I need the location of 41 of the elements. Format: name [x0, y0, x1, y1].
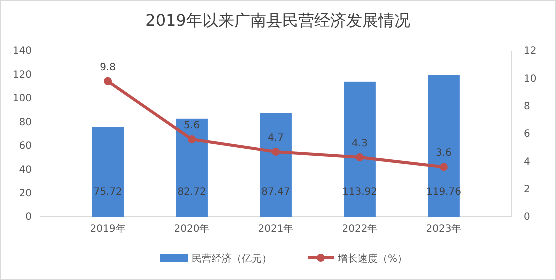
y-tick-label: 0 [26, 212, 32, 224]
point [356, 154, 364, 162]
x-tick-label: 2019年 [90, 223, 126, 235]
y2-tick-label: 0 [524, 212, 530, 224]
data-label: 87.47 [262, 187, 290, 198]
y2-tick-label: 12 [524, 46, 537, 58]
x-tick-label: 2023年 [426, 223, 462, 235]
legend-label: 民营经济（亿元） [192, 253, 272, 265]
y-tick-label: 120 [12, 70, 32, 81]
y-tick-label: 140 [12, 46, 32, 58]
y2-tick-label: 2 [524, 184, 530, 196]
data-label: 3.6 [436, 148, 452, 160]
x-tick-label: 2021年 [258, 223, 294, 235]
y2-tick-label: 8 [524, 102, 530, 113]
data-label: 82.72 [178, 187, 206, 198]
point [272, 148, 280, 156]
data-label: 9.8 [100, 62, 116, 74]
bar [92, 127, 124, 217]
bar [428, 75, 460, 217]
y-tick-label: 100 [12, 94, 32, 105]
data-label: 75.72 [94, 187, 122, 198]
y2-tick-label: 6 [524, 129, 530, 140]
bar [176, 118, 208, 217]
point [188, 136, 196, 144]
y-tick-label: 40 [19, 164, 32, 176]
x-tick-label: 2022年 [342, 223, 378, 235]
point [104, 77, 112, 86]
bar [260, 113, 292, 217]
y-tick-label: 80 [19, 117, 32, 128]
y-tick-label: 20 [19, 188, 32, 200]
bar [344, 82, 376, 217]
x-tick-label: 2020年 [174, 223, 210, 235]
point [440, 163, 448, 172]
y2-tick-label: 4 [524, 156, 530, 168]
y2-tick-label: 10 [524, 74, 537, 85]
data-label: 5.6 [184, 120, 200, 132]
legend-label: 增长速度（%） [337, 253, 408, 265]
y-tick-label: 60 [19, 141, 32, 152]
data-label: 4.3 [352, 138, 368, 150]
data-label: 4.7 [268, 132, 284, 144]
chart-title: 2019年以来广南县民营经济发展情况 [146, 11, 410, 30]
